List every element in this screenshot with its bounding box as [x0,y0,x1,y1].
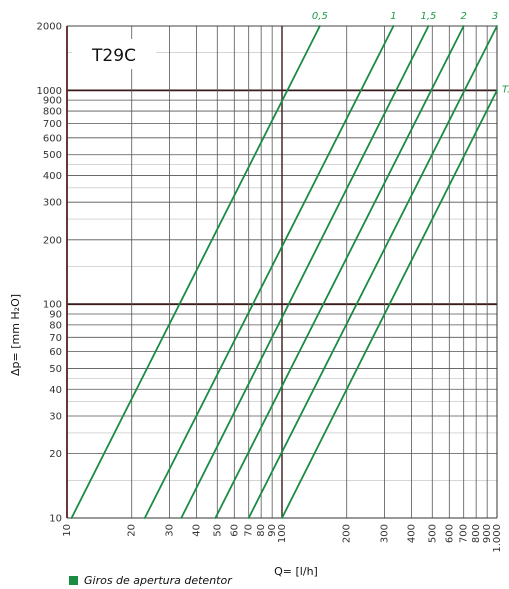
y-tick-label: 10 [49,514,62,525]
x-axis-label: Q= [l/h] [274,565,318,578]
x-tick-label: 400 [406,524,417,543]
y-tick-label: 40 [49,385,62,396]
x-tick-label: 40 [191,524,202,537]
y-tick-label: 20 [49,449,62,460]
x-tick-label: 60 [229,524,240,537]
y-tick-label: 900 [43,96,62,107]
y-tick-label: 500 [43,150,62,161]
x-tick-label: 200 [342,524,353,543]
x-tick-label: 300 [380,524,391,543]
y-tick-label: 1000 [37,86,62,97]
legend: Giros de apertura detentor [69,574,232,587]
series-label: T. [502,84,509,95]
x-tick-label: 80 [256,524,267,537]
y-tick-label: 90 [49,309,62,320]
y-tick-label: 600 [43,133,62,144]
y-tick-label: 400 [43,171,62,182]
x-tick-label: 50 [212,524,223,537]
series-line [247,25,498,519]
series-label: 2 [461,11,467,22]
y-tick-label: 50 [49,364,62,375]
series-label: 1 [390,11,396,22]
series-label: 3 [492,11,498,22]
y-tick-label: 100 [43,300,62,311]
y-tick-label: 2000 [37,22,62,33]
series-line [281,89,498,519]
x-tick-label: 30 [165,524,176,537]
legend-label: Giros de apertura detentor [84,574,232,587]
x-tick-label: 800 [471,524,482,543]
series-line [70,25,321,519]
y-tick-label: 200 [43,235,62,246]
legend-swatch [69,576,78,585]
series-label: 0,5 [312,11,328,22]
x-tick-label: 500 [427,524,438,543]
x-tick-label: 90 [267,524,278,537]
x-tick-label: 700 [459,524,470,543]
series-line [180,25,430,519]
x-tick-label: 10 [62,524,73,537]
chart-series: 0,5 1 1,5 2 3 T. [70,11,509,519]
y-tick-label: 80 [49,320,62,331]
series-label: 1,5 [421,11,437,22]
y-tick-label: 30 [49,411,62,422]
series-line [143,25,395,519]
title-badge-box [72,39,156,69]
y-tick-label: 700 [43,119,62,130]
x-tick-label: 100 [277,524,288,543]
y-axis-label: Δp= [mm H₂O] [9,294,22,376]
x-tick-label: 20 [127,524,138,537]
chart-title-badge: T29C [72,39,156,69]
x-tick-label: 900 [482,524,493,543]
x-tick-label: 1.000 [492,524,503,553]
y-tick-label: 60 [49,347,62,358]
series-line [214,25,465,519]
y-tick-label: 70 [49,333,62,344]
y-tick-label: 800 [43,107,62,118]
chart-title: T29C [91,46,136,66]
x-tick-label: 70 [244,524,255,537]
x-tick-label: 600 [444,524,455,543]
chart-grid [66,25,498,519]
y-tick-label: 300 [43,198,62,209]
